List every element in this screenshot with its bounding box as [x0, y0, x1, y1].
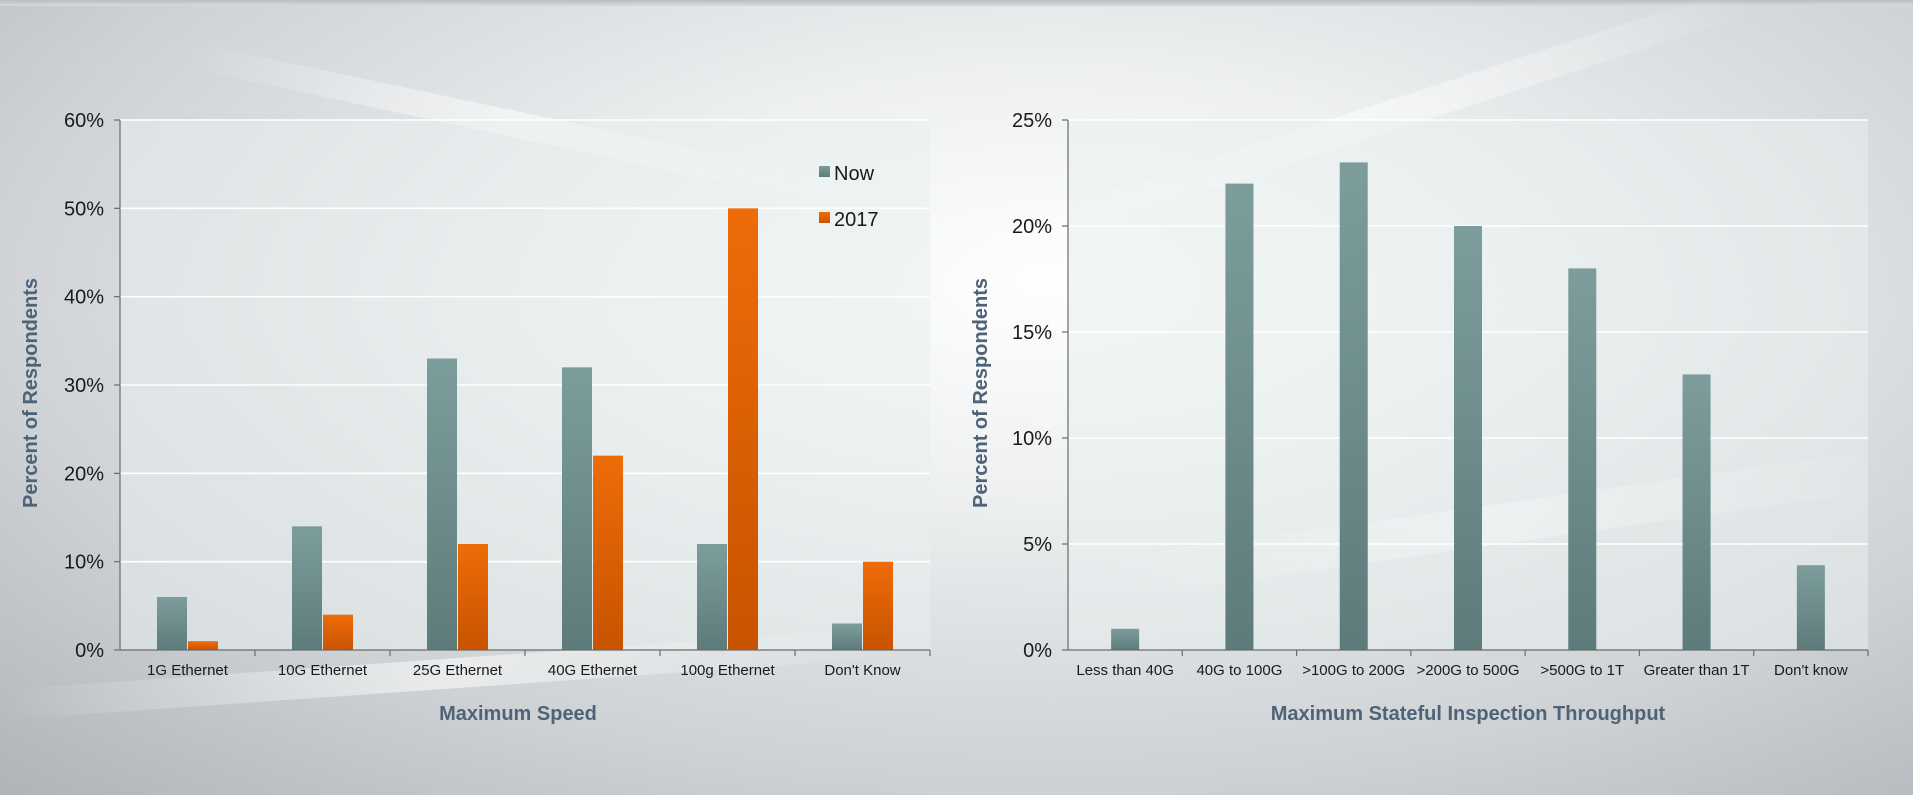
y-tick-label: 60% [64, 110, 104, 132]
maximum-speed-chart: 0% 10% 20% 30% 40% 50% 60% 1G Ethernet 10G Ethe… [20, 110, 931, 725]
x-tick-label: Don't know [1774, 662, 1848, 679]
y-tick-label: 30% [64, 375, 104, 397]
bar-value [1111, 628, 1140, 650]
bar-value [1225, 183, 1254, 650]
legend: Now 2017 [819, 163, 879, 231]
bar-now [562, 367, 592, 650]
stateful-inspection-throughput-chart: 0% 5% 10% 15% 20% 25% Less than 40G 40G to 100… [970, 110, 1869, 725]
x-axis-title: Maximum Stateful Inspection Throughput [1271, 703, 1666, 725]
bar-now [832, 623, 862, 650]
bar-2017 [323, 614, 353, 650]
y-tick-label: 10% [64, 552, 104, 574]
bar-2017 [458, 544, 488, 650]
y-tick-label: 0% [75, 640, 104, 662]
y-axis-title: Percent of Respondents [20, 278, 42, 508]
y-tick-label: 20% [64, 463, 104, 485]
y-tick-label: 5% [1023, 534, 1052, 556]
bar-now [427, 358, 457, 650]
y-tick-label: 40% [64, 287, 104, 309]
bar-2017 [728, 208, 758, 651]
bar-2017 [188, 641, 218, 650]
legend-label-2017: 2017 [834, 209, 879, 231]
x-tick-label: Don't Know [824, 662, 900, 679]
y-tick-label: 10% [1012, 428, 1052, 450]
top-border [0, 0, 1913, 6]
x-tick-label: Greater than 1T [1644, 662, 1750, 679]
bar-now [157, 597, 187, 650]
x-tick-label: >500G to 1T [1540, 662, 1624, 679]
y-tick-label: 0% [1023, 640, 1052, 662]
y-tick-label: 20% [1012, 216, 1052, 238]
bar-2017 [863, 561, 893, 650]
x-axis-title: Maximum Speed [439, 703, 597, 725]
y-axis-title: Percent of Respondents [970, 278, 992, 508]
bar-value [1339, 162, 1368, 650]
bar-value [1568, 268, 1597, 650]
bar-2017 [593, 455, 623, 650]
x-tick-label: 100g Ethernet [680, 662, 775, 679]
x-tick-label: >100G to 200G [1302, 662, 1405, 679]
bar-value [1796, 565, 1825, 650]
x-tick-label: >200G to 500G [1417, 662, 1520, 679]
x-tick-label: Less than 40G [1076, 662, 1174, 679]
x-tick-label: 10G Ethernet [278, 662, 368, 679]
bar-now [697, 544, 727, 650]
legend-label-now: Now [834, 163, 875, 185]
y-tick-label: 15% [1012, 322, 1052, 344]
x-tick-label: 1G Ethernet [147, 662, 229, 679]
bar-now [292, 526, 322, 650]
y-tick-label: 50% [64, 198, 104, 220]
bar-value [1454, 226, 1482, 650]
bar-value [1682, 374, 1711, 650]
legend-swatch-2017 [819, 212, 830, 223]
legend-swatch-now [819, 166, 830, 177]
y-tick-label: 25% [1012, 110, 1052, 132]
x-tick-label: 40G Ethernet [548, 662, 638, 679]
x-tick-label: 25G Ethernet [413, 662, 503, 679]
x-tick-label: 40G to 100G [1196, 662, 1282, 679]
